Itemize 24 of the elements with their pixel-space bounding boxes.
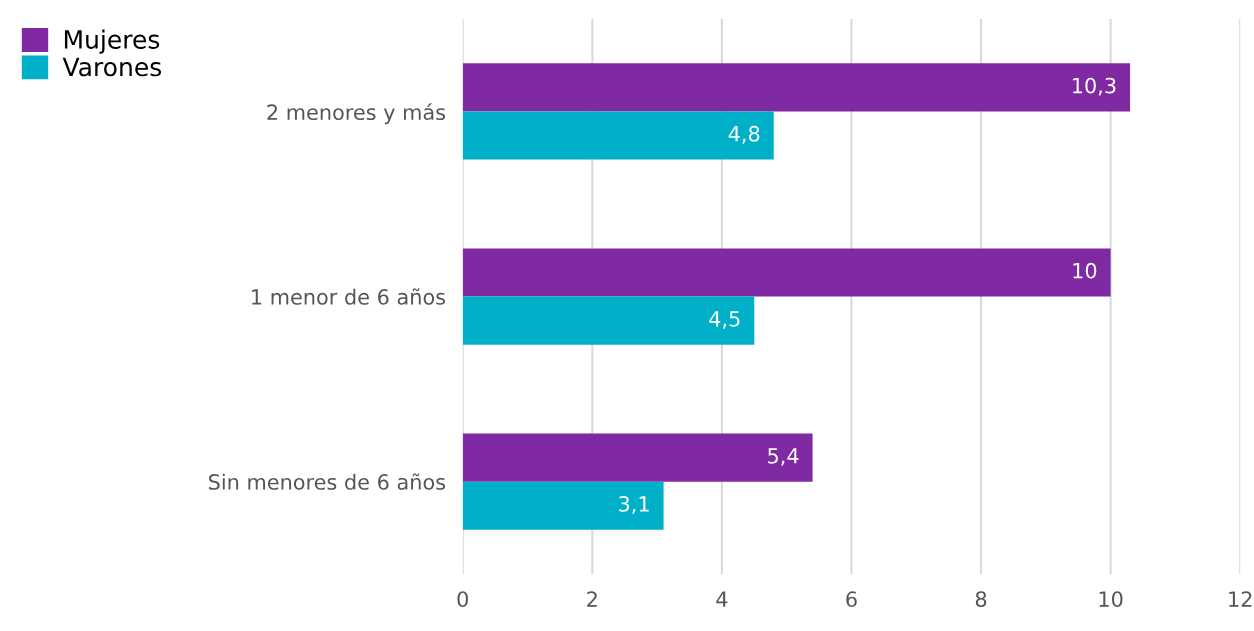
data-label: 10 <box>1073 262 1097 279</box>
legend-label: Mujeres <box>64 29 160 54</box>
y-tick-label: 1 menor de 6 años <box>252 288 446 305</box>
y-tick-label: 2 menores y más <box>267 103 446 125</box>
bar <box>462 248 1111 297</box>
data-label: 10,3 <box>1073 77 1116 96</box>
bar <box>462 63 1131 112</box>
data-label: 4,5 <box>709 311 740 329</box>
data-label: 3,1 <box>619 496 649 514</box>
data-label: 4,8 <box>728 125 760 144</box>
x-tick-label: 6 <box>846 591 857 607</box>
data-label: 5,4 <box>768 448 799 466</box>
bar <box>462 111 774 160</box>
bar <box>462 296 755 345</box>
x-tick-label: 4 <box>716 591 728 607</box>
x-tick-label: 8 <box>975 591 987 607</box>
legend-label: Varones <box>62 57 162 77</box>
bar <box>462 481 664 530</box>
y-tick-label: Sin menores de 6 años <box>209 473 446 490</box>
x-tick-label: 12 <box>1229 591 1252 607</box>
x-tick-label: 0 <box>457 591 468 607</box>
x-tick-label: 10 <box>1099 591 1123 607</box>
bar <box>462 433 813 482</box>
x-tick-label: 2 <box>587 591 597 607</box>
